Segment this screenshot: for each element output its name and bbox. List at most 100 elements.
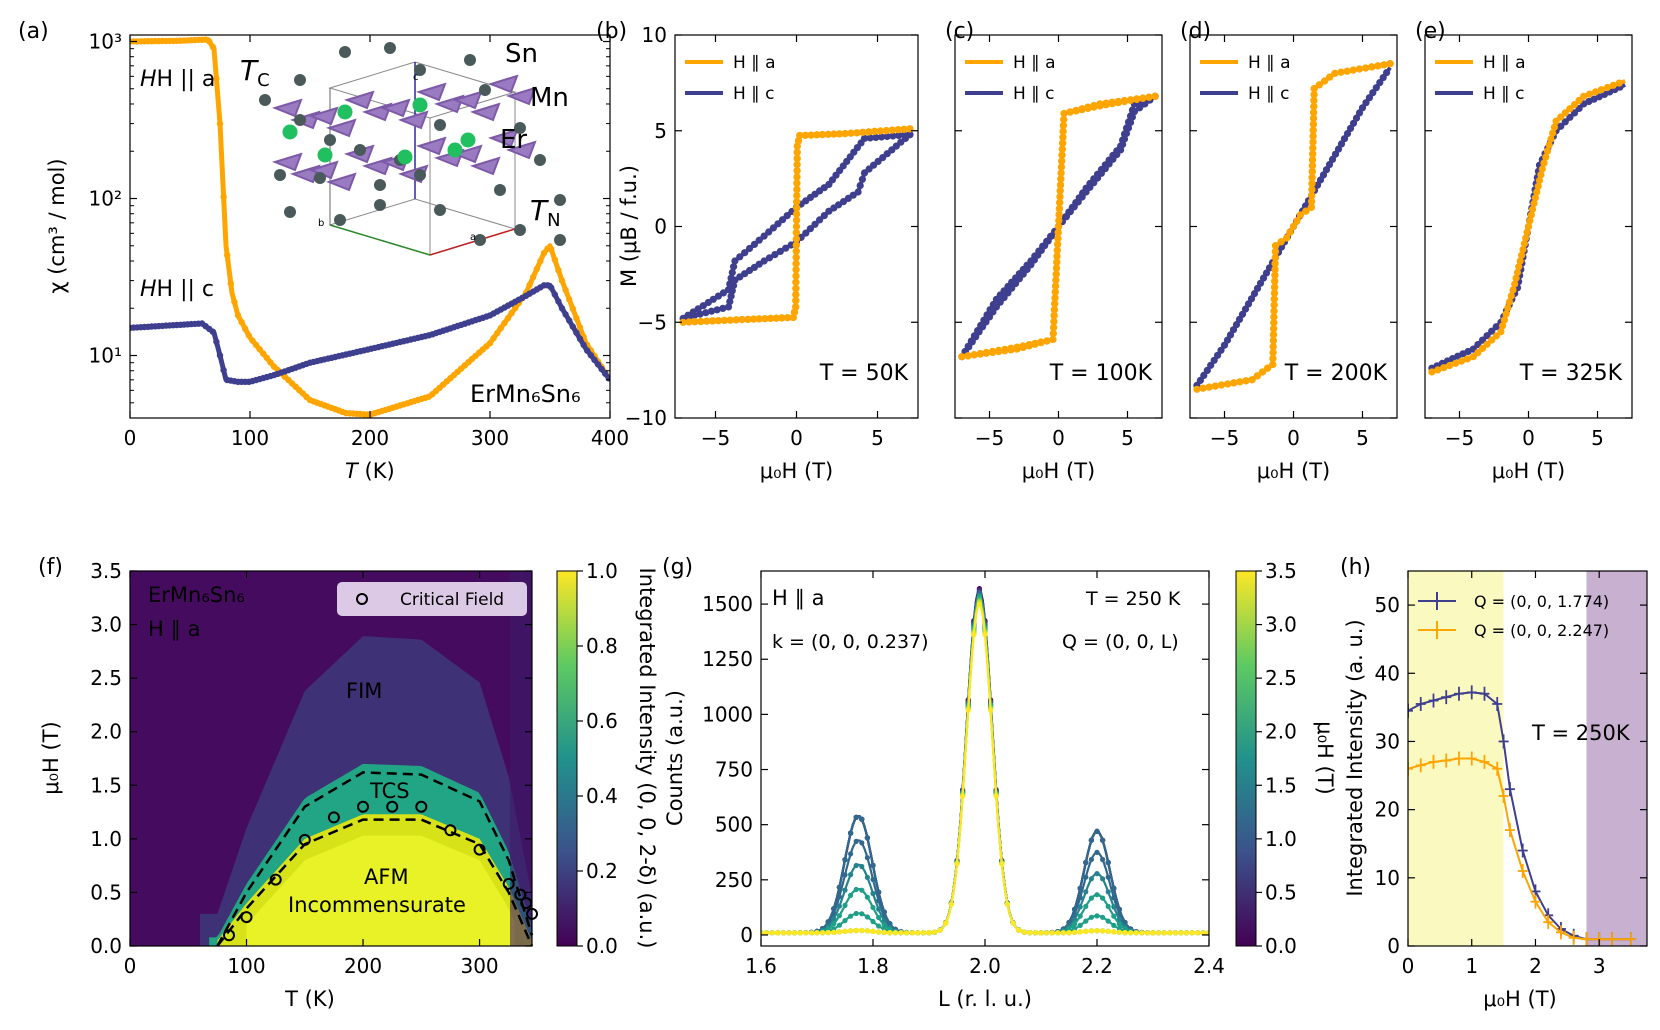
panel-f-axes <box>129 570 533 947</box>
legend-h-c: H ∥ c <box>1013 84 1054 104</box>
lscan-point <box>842 902 848 909</box>
panel-a-label: (a) <box>18 19 49 44</box>
chi-point <box>206 38 213 45</box>
mh-point <box>1527 211 1535 219</box>
mh-point <box>1543 147 1552 155</box>
mh-point <box>1031 339 1039 347</box>
mh-point <box>685 318 693 326</box>
mh-point <box>1059 139 1067 147</box>
mh-panel-3: −5 0 5 (d) H ∥ a H ∥ c T = 200K μ₀H (T) <box>1180 19 1398 483</box>
mh-point <box>1270 301 1278 309</box>
lscan-point <box>836 903 843 909</box>
mh-point <box>1289 222 1298 231</box>
mh-point <box>854 188 862 196</box>
mh-point <box>1310 85 1318 93</box>
mh-point <box>1130 108 1138 116</box>
mh-point <box>1575 96 1583 104</box>
mh-point <box>1315 81 1323 89</box>
chi-point <box>249 337 256 344</box>
mh-point <box>1293 217 1301 225</box>
mh-point <box>1056 187 1064 195</box>
mh-point <box>1523 228 1531 236</box>
lscan-point <box>803 930 809 936</box>
legend-q2: Q = (0, 0, 2.247) <box>1474 621 1609 640</box>
mh-point <box>1478 336 1487 344</box>
chi-point <box>263 354 270 362</box>
mn-triangle <box>451 90 483 110</box>
lscan-point <box>960 793 966 799</box>
mh-point <box>1524 222 1533 231</box>
mh-point <box>776 247 784 255</box>
sn-atom <box>324 134 336 146</box>
mn-triangle <box>487 128 519 148</box>
mh-point <box>1271 277 1279 285</box>
mh-point <box>1326 73 1334 81</box>
sn-atom <box>479 84 491 96</box>
mh-point <box>1217 346 1225 354</box>
mh-point <box>1463 355 1471 363</box>
mh-point <box>1050 312 1058 320</box>
mh-point <box>719 304 727 312</box>
mh-point <box>1200 371 1208 379</box>
mh-point <box>1512 274 1520 282</box>
panel-g: (g) 1.6 1.8 2.0 2.2 2.4 1500 1250 1000 750 500 250… <box>662 555 1337 1011</box>
chi-point <box>490 334 497 342</box>
mh-point <box>1502 310 1510 318</box>
chi-point <box>555 267 562 274</box>
lscan-point <box>1088 895 1094 901</box>
lscan-point <box>1122 930 1128 936</box>
mn-triangle <box>325 118 357 138</box>
lscan-point <box>848 892 854 899</box>
mh-point <box>1223 336 1232 344</box>
mh-point <box>1507 292 1515 300</box>
chi-point <box>530 273 537 281</box>
mh-point <box>1051 288 1059 296</box>
chi-point <box>602 370 609 377</box>
mh-point <box>801 131 810 139</box>
mh-point <box>1250 290 1259 298</box>
x-tick-label: 2 <box>1529 954 1542 978</box>
sn-atom <box>294 74 306 86</box>
panel-a-xlabel: T (K) <box>345 459 395 483</box>
er-atom <box>397 149 413 165</box>
mh-point <box>1199 384 1207 392</box>
mh-point <box>900 131 908 139</box>
lscan-point <box>1189 930 1195 936</box>
mh-point <box>1533 188 1541 196</box>
mh-point <box>1272 242 1280 250</box>
lscan-point <box>876 914 882 921</box>
mn-triangle <box>505 86 537 106</box>
mh-point <box>1128 113 1136 121</box>
lscan-point <box>780 930 787 936</box>
panel-h: (h) 0 1 2 3 50 40 30 20 10 0 Q = (0, 0, 1.774) Q … <box>1340 555 1648 1011</box>
lscan-point <box>848 851 854 857</box>
lscan-point <box>881 929 887 935</box>
mh-point <box>1515 263 1523 271</box>
mh-point <box>1483 332 1491 340</box>
y-tick-label: 1.0 <box>90 827 122 851</box>
mh-point <box>1271 253 1279 262</box>
legend-h-c: H ∥ c <box>1248 84 1289 104</box>
x-tick-label: 0 <box>790 426 803 450</box>
x-tick-label: 200 <box>351 426 389 450</box>
mh-point <box>755 236 763 244</box>
mh-point <box>793 185 801 193</box>
mh-point <box>1151 92 1159 100</box>
mh-point <box>1478 344 1487 352</box>
mn-triangle <box>325 172 357 192</box>
mh-point <box>1238 310 1247 318</box>
mh-point <box>1074 198 1082 206</box>
chi-point <box>256 346 263 353</box>
lscan-line <box>761 603 1207 934</box>
sn-atom <box>374 179 386 191</box>
lscan-point <box>887 930 893 936</box>
panel-f-xlabel: T (K) <box>284 987 335 1011</box>
mh-point <box>1269 354 1277 362</box>
lscan-point <box>1156 930 1162 936</box>
mh-curves <box>679 125 914 326</box>
mh-point <box>1457 357 1466 365</box>
unit-cell-bottom <box>328 198 517 256</box>
colorbar-tick-label: 0.2 <box>586 859 618 883</box>
x-tick-label: 300 <box>471 426 509 450</box>
panel-f-field: H ∥ a <box>148 617 201 641</box>
